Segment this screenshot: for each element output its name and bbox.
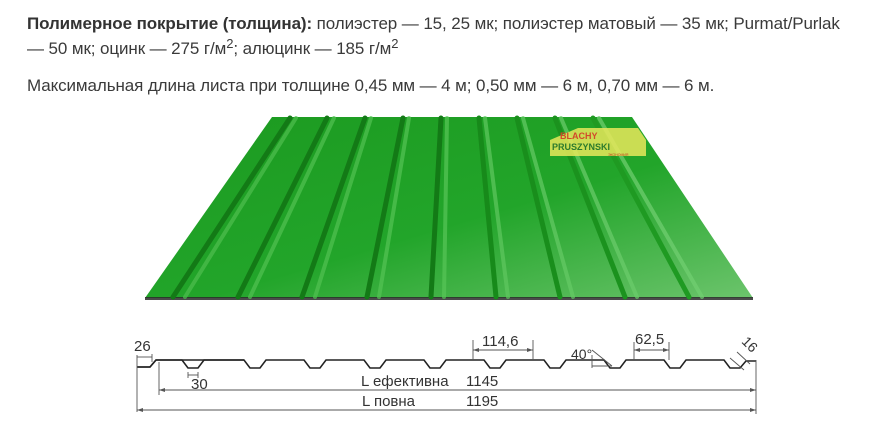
coating-spec-label: Полимерное покрытие (толщина): xyxy=(27,14,313,33)
watermark-line-3: ЭКОНОМИЯ xyxy=(608,153,629,157)
dim-valley-label: 30 xyxy=(191,376,208,393)
brand-watermark-logo: BLACHY PRUSZYNSKI ЭКОНОМИЯ xyxy=(550,128,646,157)
coating-spec-text: полиэстер — 15, 25 мк; полиэстер матовый… xyxy=(312,14,840,33)
max-length-paragraph: Максимальная длина листа при толщине 0,4… xyxy=(27,76,715,95)
effective-length-value: 1145 xyxy=(466,373,498,390)
dimension-lines xyxy=(136,340,757,414)
coating-spec-line-1: Полимерное покрытие (толщина): полиэстер… xyxy=(27,11,840,36)
dim-edge-label: 26 xyxy=(134,338,151,355)
profile-section-drawing xyxy=(137,359,756,369)
dim-angle-label: 40° xyxy=(571,346,592,362)
full-length-label: L повна xyxy=(362,393,416,410)
profiled-sheet-image xyxy=(145,115,753,300)
zinc-coating-text: — 50 мк; оцинк — 275 г/м xyxy=(27,39,227,58)
dim-height-label: 16 xyxy=(739,333,761,355)
watermark-line-1: BLACHY xyxy=(560,131,598,141)
coating-spec-line-2: — 50 мк; оцинк — 275 г/м2; алюцинк — 185… xyxy=(27,36,840,61)
dim-pitch-label: 114,6 xyxy=(482,333,518,350)
superscript-2: 2 xyxy=(226,36,234,51)
superscript-2: 2 xyxy=(391,36,399,51)
aluzinc-coating-text: ; алюцинк — 185 г/м xyxy=(233,39,392,58)
full-length-value: 1195 xyxy=(466,393,498,410)
watermark-line-2: PRUSZYNSKI xyxy=(552,142,610,152)
effective-length-label: L ефективна xyxy=(361,373,449,390)
dim-rib-top-label: 62,5 xyxy=(635,331,664,348)
coating-spec-paragraph: Полимерное покрытие (толщина): полиэстер… xyxy=(27,11,840,61)
